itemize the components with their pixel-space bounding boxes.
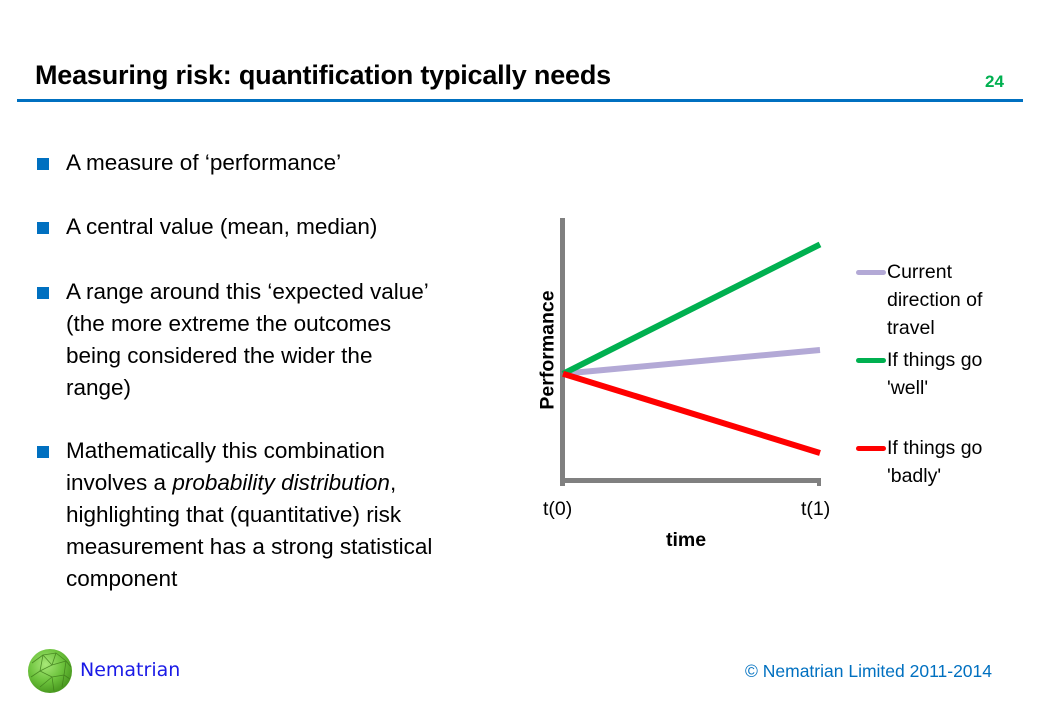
bullet-4-text: , bbox=[389, 470, 397, 495]
y-axis bbox=[560, 218, 565, 486]
bullet-4: Mathematically this combination involves… bbox=[66, 435, 432, 595]
legend-label: Current direction of travel bbox=[887, 258, 982, 342]
x-axis bbox=[560, 478, 821, 483]
bullet-marker-icon bbox=[37, 158, 49, 170]
x-axis-end-tick bbox=[817, 478, 821, 486]
x-tick-label: t(1) bbox=[801, 498, 831, 520]
x-axis-label: time bbox=[666, 529, 707, 551]
bullet-marker-icon bbox=[37, 287, 49, 299]
bullet-4-line: measurement has a strong statistical bbox=[66, 534, 433, 559]
title-divider bbox=[17, 99, 1023, 102]
slide-title: Measuring risk: quantification typically… bbox=[35, 60, 611, 90]
bullet-2-line: A central value (mean, median) bbox=[66, 214, 378, 239]
bullet-3-line: range) bbox=[66, 375, 132, 400]
bullet-3: A range around this ‘expected value’ (th… bbox=[66, 276, 429, 404]
green-polyhedron-logo-icon bbox=[28, 649, 72, 693]
legend-label-line: If things go bbox=[887, 437, 983, 459]
legend-swatch bbox=[856, 358, 886, 363]
y-axis-label: Performance bbox=[536, 290, 559, 410]
bullet-3-line: (the more extreme the outcomes bbox=[66, 311, 392, 336]
bullet-4-line: component bbox=[66, 566, 178, 591]
bullet-marker-icon bbox=[37, 446, 49, 458]
bullet-4-line: highlighting that (quantitative) risk bbox=[66, 502, 402, 527]
bullet-3-line: A range around this ‘expected value’ bbox=[66, 279, 429, 304]
brand-name: Nematrian bbox=[80, 659, 181, 681]
bullet-4-text: involves a bbox=[66, 470, 173, 495]
series-line-if-things-go-badly bbox=[562, 370, 821, 456]
bullet-4-italic-term: probability distribution bbox=[172, 470, 390, 495]
legend-label: If things go 'well' bbox=[887, 346, 982, 402]
copyright-notice: © Nematrian Limited 2011-2014 bbox=[745, 661, 993, 681]
series-line-if-things-go-well bbox=[561, 241, 822, 377]
legend-label: If things go 'badly' bbox=[887, 434, 982, 490]
series-line-current-direction-of-travel bbox=[562, 347, 821, 377]
bullet-1-line: A measure of ‘performance’ bbox=[66, 150, 342, 175]
legend-label-line: 'badly' bbox=[887, 465, 942, 487]
legend-label-line: travel bbox=[887, 317, 935, 339]
bullet-3-line: being considered the wider the bbox=[66, 343, 373, 368]
x-tick-label: t(0) bbox=[543, 498, 573, 520]
bullet-4-line: Mathematically this combination bbox=[66, 438, 385, 463]
bullet-1: A measure of ‘performance’ bbox=[66, 147, 341, 179]
page-number: 24 bbox=[985, 72, 1004, 91]
legend-swatch bbox=[856, 270, 886, 275]
bullet-2: A central value (mean, median) bbox=[66, 211, 377, 243]
bullet-marker-icon bbox=[37, 222, 49, 234]
legend-swatch bbox=[856, 446, 886, 451]
bullet-4-line: involves a probability distribution, bbox=[66, 467, 432, 499]
legend-label-line: Current bbox=[887, 261, 953, 283]
legend-label-line: direction of bbox=[887, 289, 983, 311]
legend-label-line: If things go bbox=[887, 349, 983, 371]
legend-label-line: 'well' bbox=[887, 377, 929, 399]
series-lines bbox=[561, 241, 822, 456]
